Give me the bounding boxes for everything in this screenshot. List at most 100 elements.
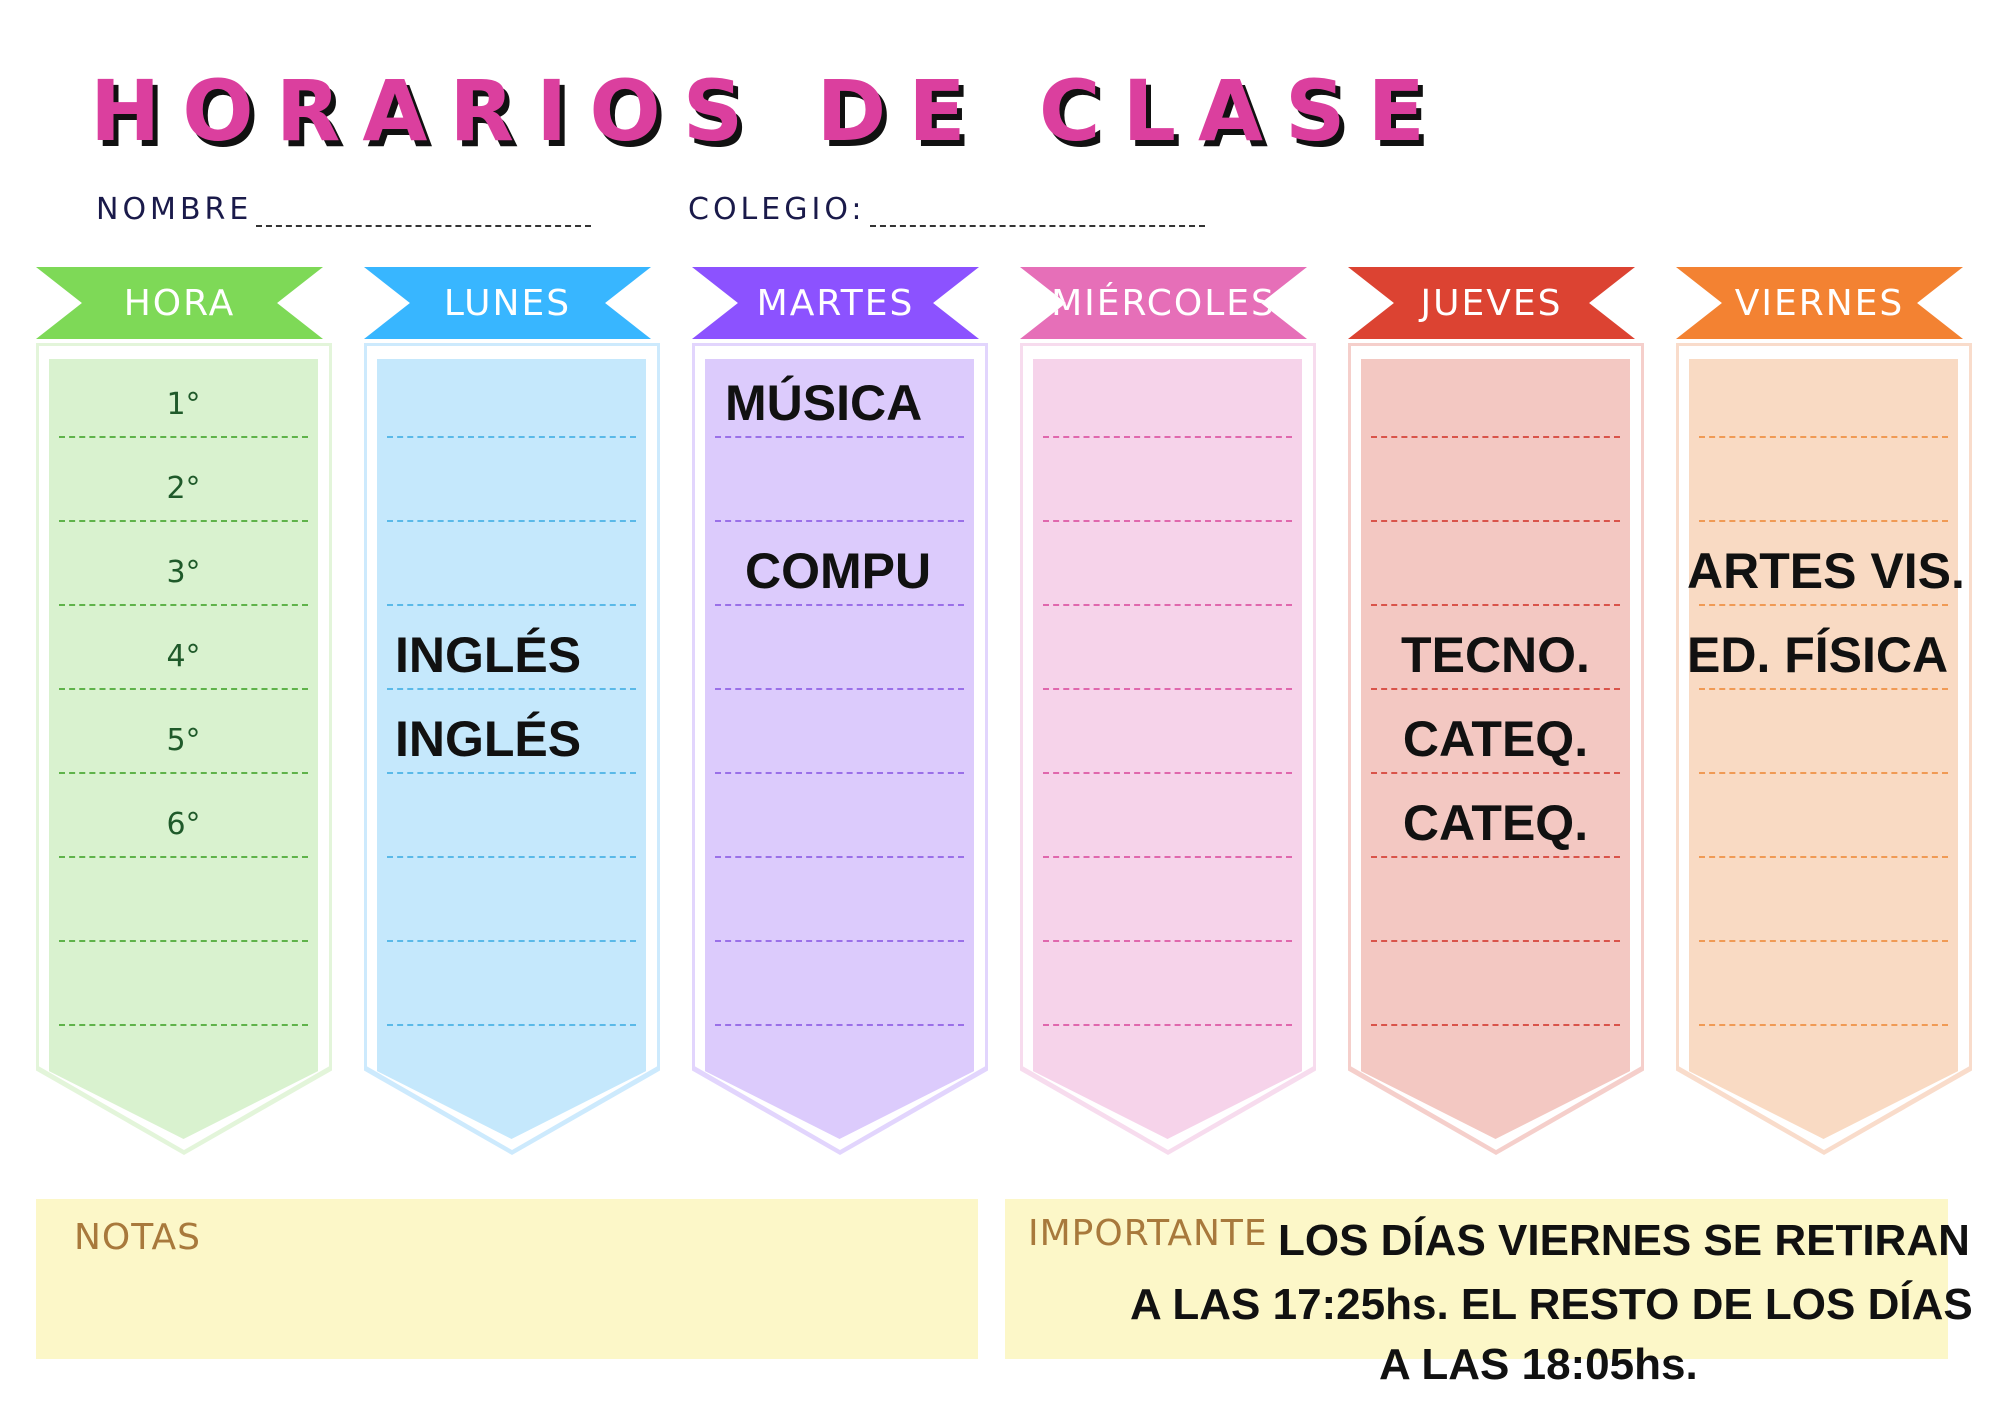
slot-text: CATEQ. — [1402, 711, 1589, 767]
slot-text: COMPU — [745, 543, 932, 599]
slot-text: 2° — [166, 471, 201, 506]
school-input-line[interactable] — [869, 195, 1205, 227]
column-header: VIERNES — [1734, 282, 1905, 324]
slot-miercoles-7[interactable] — [1043, 858, 1292, 942]
banner-miercoles: MIÉRCOLES — [1020, 267, 1307, 339]
slot-martes-2[interactable] — [715, 438, 964, 522]
column-header: HORA — [123, 282, 236, 324]
card-fill — [1689, 359, 1958, 1139]
name-input-line[interactable] — [256, 195, 592, 227]
slot-viernes-6[interactable] — [1699, 774, 1948, 858]
slot-text: 5° — [166, 723, 201, 758]
notes-box[interactable]: NOTAS — [36, 1199, 978, 1359]
card-fill — [1361, 359, 1630, 1139]
slot-hora-6[interactable]: 6° — [59, 774, 308, 858]
column-miercoles: MIÉRCOLES — [1020, 0, 1320, 1414]
slot-list: MÚSICA COMPU — [705, 354, 974, 1026]
slot-martes-8[interactable] — [715, 942, 964, 1026]
slot-miercoles-6[interactable] — [1043, 774, 1292, 858]
slot-hora-5[interactable]: 5° — [59, 690, 308, 774]
slot-text: ARTES VIS. — [1687, 543, 1965, 599]
slot-list: ARTES VIS. ED. FÍSICA — [1687, 354, 1965, 1026]
column-header: MIÉRCOLES — [1051, 282, 1276, 324]
slot-martes-4[interactable] — [715, 606, 964, 690]
slot-viernes-8[interactable] — [1699, 942, 1948, 1026]
slot-list — [1033, 354, 1302, 1026]
slot-miercoles-4[interactable] — [1043, 606, 1292, 690]
name-label: NOMBRE — [96, 192, 253, 227]
banner-viernes: VIERNES — [1676, 267, 1963, 339]
column-header: LUNES — [443, 282, 572, 324]
slot-viernes-1[interactable] — [1699, 354, 1948, 438]
slot-hora-2[interactable]: 2° — [59, 438, 308, 522]
slot-jueves-7[interactable] — [1371, 858, 1620, 942]
card-fill — [49, 359, 318, 1139]
slot-jueves-5[interactable]: CATEQ. — [1371, 690, 1620, 774]
slot-lunes-1[interactable] — [387, 354, 636, 438]
slot-miercoles-2[interactable] — [1043, 438, 1292, 522]
slot-jueves-4[interactable]: TECNO. — [1371, 606, 1620, 690]
slot-text: TECNO. — [1401, 627, 1590, 683]
slot-hora-8[interactable] — [59, 942, 308, 1026]
school-field[interactable]: COLEGIO: — [688, 192, 1205, 227]
slot-martes-1[interactable]: MÚSICA — [715, 354, 964, 438]
slot-jueves-8[interactable] — [1371, 942, 1620, 1026]
slot-martes-5[interactable] — [715, 690, 964, 774]
slot-list: TECNO. CATEQ. CATEQ. — [1361, 354, 1630, 1026]
slot-text: INGLÉS — [395, 711, 582, 767]
slot-text: 3° — [166, 555, 201, 590]
slot-viernes-5[interactable] — [1699, 690, 1948, 774]
banner-jueves: JUEVES — [1348, 267, 1635, 339]
slot-hora-7[interactable] — [59, 858, 308, 942]
slot-miercoles-1[interactable] — [1043, 354, 1292, 438]
column-lunes: LUNES INGLÉS INGLÉS — [364, 0, 664, 1414]
slot-martes-3[interactable]: COMPU — [715, 522, 964, 606]
slot-miercoles-8[interactable] — [1043, 942, 1292, 1026]
column-hora: HORA 1° 2° 3° 4° 5° 6° — [36, 0, 336, 1414]
slot-viernes-2[interactable] — [1699, 438, 1948, 522]
slot-list: 1° 2° 3° 4° 5° 6° — [49, 354, 318, 1026]
slot-lunes-7[interactable] — [387, 858, 636, 942]
slot-text: 4° — [166, 639, 201, 674]
banner-martes: MARTES — [692, 267, 979, 339]
slot-hora-3[interactable]: 3° — [59, 522, 308, 606]
slot-viernes-7[interactable] — [1699, 858, 1948, 942]
slot-lunes-8[interactable] — [387, 942, 636, 1026]
important-box: IMPORTANTE — [1005, 1199, 1948, 1359]
slot-lunes-5[interactable]: INGLÉS — [387, 690, 636, 774]
important-line-1: LOS DÍAS VIERNES SE RETIRAN — [1278, 1216, 1970, 1265]
name-field[interactable]: NOMBRE — [96, 192, 592, 227]
column-header: MARTES — [756, 282, 915, 324]
slot-viernes-3[interactable]: ARTES VIS. — [1687, 522, 1965, 606]
card-fill — [377, 359, 646, 1139]
slot-lunes-3[interactable] — [387, 522, 636, 606]
slot-lunes-2[interactable] — [387, 438, 636, 522]
notes-label: NOTAS — [74, 1217, 201, 1258]
column-jueves: JUEVES TECNO. CATEQ. CATEQ. — [1348, 0, 1648, 1414]
banner-lunes: LUNES — [364, 267, 651, 339]
slot-jueves-6[interactable]: CATEQ. — [1371, 774, 1620, 858]
page-title: HORARIOS DE CLASE — [90, 62, 1447, 160]
slot-jueves-3[interactable] — [1371, 522, 1620, 606]
slot-hora-1[interactable]: 1° — [59, 354, 308, 438]
card-fill — [1033, 359, 1302, 1139]
slot-text: INGLÉS — [395, 627, 582, 683]
school-label: COLEGIO: — [688, 192, 866, 227]
slot-text: MÚSICA — [725, 375, 923, 431]
important-line-2: A LAS 17:25hs. EL RESTO DE LOS DÍAS — [1130, 1280, 1973, 1329]
slot-miercoles-3[interactable] — [1043, 522, 1292, 606]
slot-jueves-1[interactable] — [1371, 354, 1620, 438]
slot-martes-7[interactable] — [715, 858, 964, 942]
slot-list: INGLÉS INGLÉS — [377, 354, 646, 1026]
important-label: IMPORTANTE — [1028, 1213, 1268, 1254]
slot-viernes-4[interactable]: ED. FÍSICA — [1687, 606, 1948, 690]
slot-text: 6° — [166, 807, 201, 842]
slot-martes-6[interactable] — [715, 774, 964, 858]
slot-hora-4[interactable]: 4° — [59, 606, 308, 690]
slot-jueves-2[interactable] — [1371, 438, 1620, 522]
slot-lunes-4[interactable]: INGLÉS — [387, 606, 636, 690]
column-header: JUEVES — [1420, 282, 1563, 324]
slot-lunes-6[interactable] — [387, 774, 636, 858]
slot-miercoles-5[interactable] — [1043, 690, 1292, 774]
slot-text: 1° — [166, 387, 201, 422]
